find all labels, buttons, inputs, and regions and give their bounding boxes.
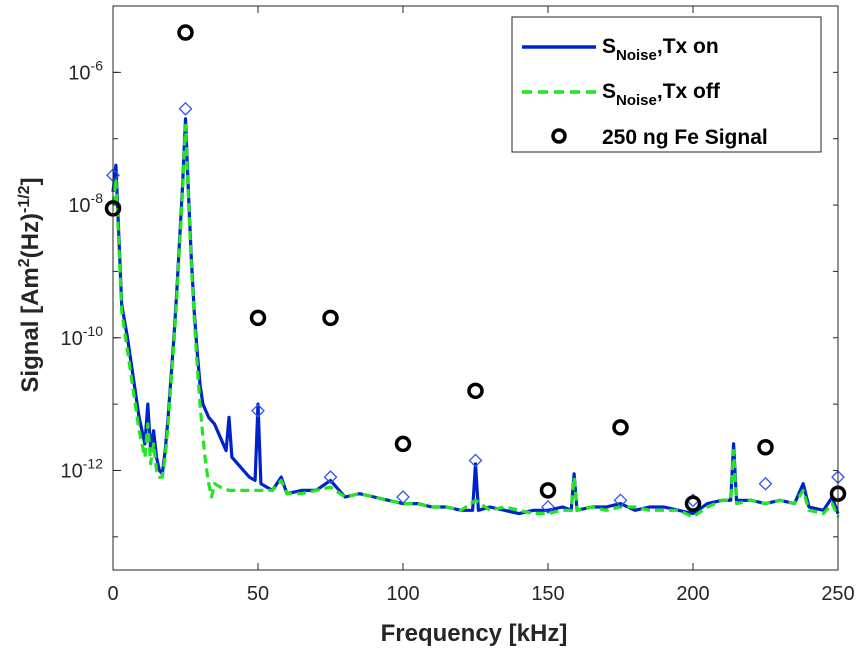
y-axis-title-prefix: Signal [Am: [17, 267, 44, 392]
y-axis-title-mid: (Hz): [17, 213, 44, 258]
legend-label-fe-signal: 250 ng Fe Signal: [602, 126, 768, 149]
y-axis-title-sup2: -1/2: [16, 185, 33, 213]
legend-label-tx-on: SNoise,Tx on: [602, 35, 719, 64]
x-tick-label: 50: [247, 583, 269, 605]
diamond-marker: [323, 470, 338, 485]
legend-label-tx-off-rest: ,Tx off: [657, 80, 721, 103]
fe-signal-point: [612, 419, 629, 436]
fe-signal-point: [467, 382, 484, 400]
diamond-marker: [251, 403, 265, 418]
fe-signal-point: [322, 309, 339, 327]
x-axis-title: Frequency [kHz]: [381, 620, 568, 647]
x-tick-label: 250: [821, 583, 854, 605]
x-tick-label: 100: [386, 583, 419, 605]
x-tick-label: 0: [107, 583, 118, 605]
axes: 0 50 100 150 200 250 10-12 10-10 10-8 10-6: [61, 5, 855, 605]
fe-signal-point: [757, 438, 774, 456]
diamond-marker: [178, 101, 193, 116]
legend-label-tx-off-main: S: [602, 80, 616, 103]
diamond-marker: [396, 490, 410, 504]
y-tick-label: 10-12: [61, 455, 104, 482]
diamond-marker: [613, 493, 628, 508]
y-tick-label: 10-6: [68, 57, 103, 84]
y-axis-title: Signal [Am2(Hz)-1/2]: [16, 177, 44, 392]
fe-signal-point: [539, 482, 557, 499]
legend-label-tx-on-sub: Noise: [616, 47, 657, 64]
diamond-marker: [468, 453, 483, 468]
fe-signal-point: [394, 435, 412, 453]
y-tick-label: 10-10: [61, 323, 104, 350]
x-tick-label: 200: [676, 583, 709, 605]
fe-signal-point: [249, 309, 267, 327]
legend-label-tx-on-rest: ,Tx on: [657, 35, 719, 58]
legend-box: [511, 16, 822, 153]
axes-box: [112, 5, 839, 571]
legend-label-tx-off: SNoise,Tx off: [602, 80, 721, 109]
series-line-tx-off: [111, 123, 840, 519]
fe-signal-point: [684, 495, 702, 512]
legend-label-tx-off-sub: Noise: [616, 92, 657, 109]
fe-signal-point: [177, 24, 194, 41]
legend: SNoise,Tx on SNoise,Tx off 250 ng Fe Sig…: [511, 16, 822, 153]
y-tick-label: 10-8: [68, 190, 103, 217]
plot-area: [104, 24, 847, 519]
legend-label-tx-on-main: S: [602, 35, 616, 58]
y-axis-title-suffix: ]: [17, 177, 44, 185]
legend-swatch-fe-signal: [551, 128, 567, 144]
diamond-marker: [758, 476, 773, 491]
x-tick-label: 150: [531, 583, 564, 605]
diamond-marker: [541, 500, 555, 514]
y-axis-title-sup1: 2: [16, 258, 33, 267]
